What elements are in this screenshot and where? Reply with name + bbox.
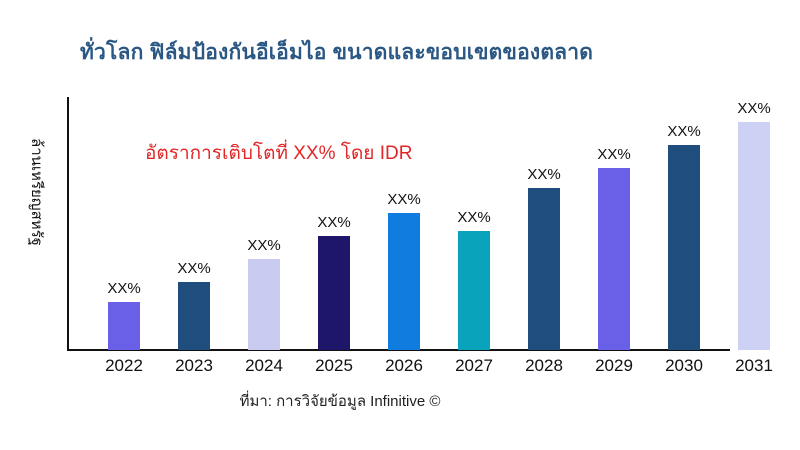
- x-tick-label-2024: 2024: [245, 356, 283, 375]
- growth-annotation: อัตราการเติบโตที่ XX% โดย IDR: [145, 143, 413, 164]
- x-tick-label-2022: 2022: [105, 356, 143, 375]
- bar-value-label: XX%: [737, 100, 771, 117]
- x-tick-label-2027: 2027: [455, 356, 493, 375]
- bar-value-label: XX%: [457, 209, 491, 226]
- x-axis-line: [67, 349, 730, 351]
- bar-value-label: XX%: [247, 237, 281, 254]
- y-axis-line: [67, 97, 69, 351]
- bar-value-label: XX%: [667, 123, 701, 140]
- chart-title: ทั่วโลก ฟิล์มป้องกันอีเอ็มไอ ขนาดและขอบเ…: [80, 41, 594, 64]
- x-tick-label-2030: 2030: [665, 356, 703, 375]
- bar-2029: [598, 168, 630, 350]
- bar-2024: [248, 259, 280, 350]
- bar-value-label: XX%: [177, 260, 211, 277]
- x-tick-label-2025: 2025: [315, 356, 353, 375]
- bar-value-label: XX%: [387, 191, 421, 208]
- bar-2031: [738, 122, 770, 350]
- bar-value-label: XX%: [317, 214, 351, 231]
- bar-2026: [388, 213, 420, 350]
- bar-2023: [178, 282, 210, 350]
- bar-2022: [108, 302, 140, 350]
- x-tick-label-2029: 2029: [595, 356, 633, 375]
- bar-2028: [528, 188, 560, 350]
- x-tick-label-2028: 2028: [525, 356, 563, 375]
- source-note: ที่มา: การวิจัยข้อมูล Infinitive ©: [239, 393, 441, 410]
- bar-value-label: XX%: [527, 166, 561, 183]
- bar-value-label: XX%: [597, 146, 631, 163]
- bar-2027: [458, 231, 490, 350]
- x-tick-label-2023: 2023: [175, 356, 213, 375]
- bar-value-label: XX%: [107, 280, 141, 297]
- bar-2025: [318, 236, 350, 350]
- x-tick-label-2031: 2031: [735, 356, 773, 375]
- bar-2030: [668, 145, 700, 350]
- x-tick-label-2026: 2026: [385, 356, 423, 375]
